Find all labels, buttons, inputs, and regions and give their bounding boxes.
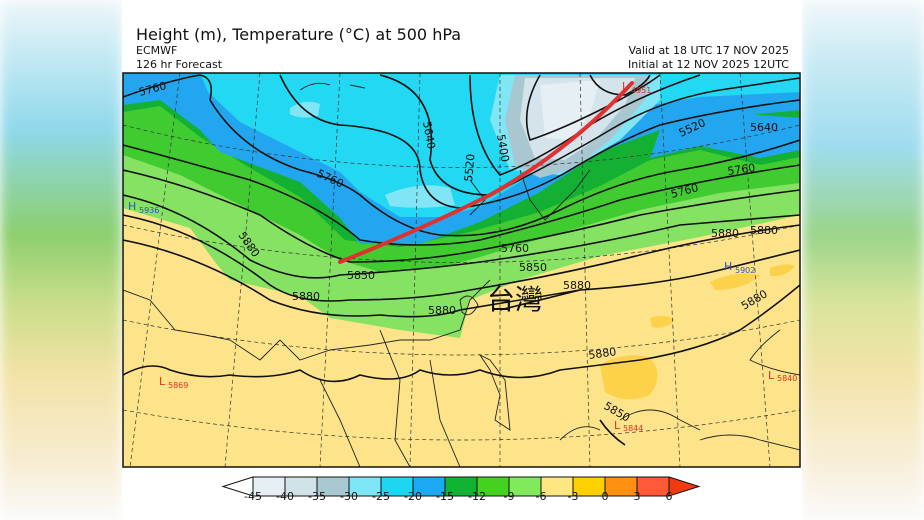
colorbar-tick-label: -15 — [436, 490, 454, 503]
contour-label: 5880 — [563, 279, 591, 292]
contour-label: 5850 — [519, 261, 547, 274]
colorbar-tick-label: -20 — [404, 490, 422, 503]
colorbar-tick-label: -45 — [244, 490, 262, 503]
high-center-marker: H — [128, 200, 136, 213]
contour-label: 5640 — [750, 121, 778, 134]
colorbar-over-arrow — [668, 476, 701, 497]
contour-label: 5850 — [347, 269, 375, 282]
coastlines — [123, 82, 800, 467]
contour-label: 5400 — [494, 133, 512, 163]
contour-label: 5640 — [420, 120, 438, 150]
forecast-hour: 126 hr Forecast — [136, 58, 223, 71]
colorbar-tick-label: -30 — [340, 490, 358, 503]
contour-label: 5880 — [750, 224, 778, 237]
colorbar-tick-label: -6 — [535, 490, 547, 503]
temp-band-darker-yellow — [600, 264, 795, 400]
contour-label: 5880 — [428, 304, 456, 317]
temp-band-lightest-gray — [540, 80, 600, 140]
colorbar-tick-label: 0 — [601, 490, 609, 503]
contour-label: 5760 — [501, 242, 529, 255]
trough-axis-annotation — [338, 81, 634, 264]
model-name: ECMWF — [136, 44, 178, 57]
colorbar-tick-label: -9 — [503, 490, 515, 503]
height-contours — [123, 74, 800, 446]
pressure-centers: H 5936 H 5902 L 4951 L 5869 L 5840 L 584… — [128, 80, 797, 433]
temp-band-blue-east — [650, 112, 800, 158]
low-center-value: 5840 — [777, 374, 797, 383]
low-center-marker: L — [622, 80, 629, 93]
colorbar-tick-label: -35 — [308, 490, 326, 503]
colorbar-swatch — [604, 476, 638, 497]
low-center-marker: L — [768, 369, 775, 382]
colorbar-tick-label: 6 — [665, 490, 673, 503]
colorbar-tick-label: -3 — [567, 490, 579, 503]
taiwan-label: 台灣 — [487, 283, 543, 316]
map-title: Height (m), Temperature (°C) at 500 hPa — [136, 25, 462, 44]
low-center-value: 5869 — [168, 381, 188, 390]
blurred-background-left — [0, 0, 122, 520]
initial-time: Initial at 12 NOV 2025 12UTC — [628, 58, 789, 71]
contour-label: 5880 — [292, 290, 320, 303]
valid-time: Valid at 18 UTC 17 NOV 2025 — [628, 44, 789, 57]
high-center-value: 5936 — [139, 206, 159, 215]
colorbar-tick-label: 3 — [633, 490, 641, 503]
blurred-background-right — [802, 0, 924, 520]
colorbar-tick-label: -12 — [468, 490, 486, 503]
map-frame — [122, 72, 801, 468]
lat-lon-grid — [123, 73, 800, 467]
contour-label: 5760 — [727, 161, 757, 178]
low-center-marker: L — [159, 375, 166, 388]
contour-label: 5880 — [711, 227, 739, 240]
low-center-marker: L — [614, 419, 621, 432]
contour-label: 5520 — [462, 153, 477, 182]
colorbar-tick-label: -40 — [276, 490, 294, 503]
low-center-value: 4951 — [631, 86, 651, 95]
high-center-value: 5902 — [735, 266, 755, 275]
colorbar-tick-label: -25 — [372, 490, 390, 503]
low-center-value: 5844 — [623, 424, 643, 433]
colorbar — [221, 476, 701, 497]
colorbar-swatch — [636, 476, 670, 497]
high-center-marker: H — [724, 260, 732, 273]
contour-label: 5880 — [588, 345, 618, 362]
